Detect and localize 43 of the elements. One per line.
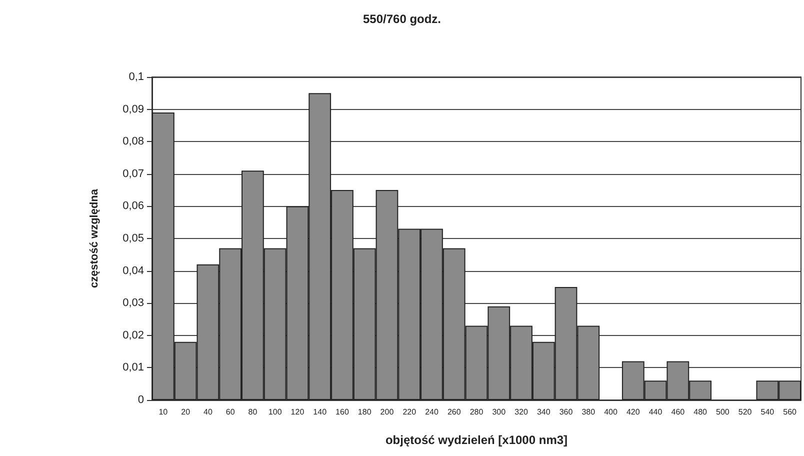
x-tick-label: 500 xyxy=(716,408,730,416)
y-tick-label: 0,09 xyxy=(122,103,144,116)
x-tick-label: 100 xyxy=(268,408,282,416)
x-tick-label: 380 xyxy=(582,408,596,416)
x-tick-label: 20 xyxy=(181,408,191,416)
y-axis-title: częstość względna xyxy=(88,188,100,288)
x-tick-label: 460 xyxy=(671,408,686,416)
x-tick-label: 400 xyxy=(604,408,618,416)
x-tick-label: 320 xyxy=(514,408,528,416)
x-tick-label: 280 xyxy=(470,408,484,416)
x-tick-label: 520 xyxy=(738,408,752,416)
x-axis-title: objętość wydzieleń [x1000 nm3] xyxy=(385,433,568,447)
y-tick-label: 0,05 xyxy=(122,232,144,244)
x-tick-label: 200 xyxy=(380,408,394,416)
x-tick-label: 260 xyxy=(447,408,462,416)
x-tick-label: 420 xyxy=(626,408,640,416)
x-tick-label: 40 xyxy=(203,408,213,416)
x-tick-label: 480 xyxy=(694,408,708,416)
x-tick-label: 80 xyxy=(248,408,258,416)
x-tick-label: 540 xyxy=(760,408,775,416)
x-tick-label: 360 xyxy=(559,408,574,416)
y-tick-label: 0,04 xyxy=(122,264,144,277)
x-tick-label: 440 xyxy=(648,408,663,416)
y-tick-label: 0,01 xyxy=(122,362,144,374)
y-tick-label: 0,07 xyxy=(122,168,144,180)
x-tick-label: 160 xyxy=(336,408,350,416)
x-tick-label: 240 xyxy=(425,408,439,416)
x-tick-label: 300 xyxy=(492,408,506,416)
y-tick-label: 0 xyxy=(138,394,144,406)
x-tick-label: 60 xyxy=(226,408,236,416)
x-tick-label: 560 xyxy=(783,408,798,416)
y-tick-label: 0,03 xyxy=(122,297,144,310)
x-tick-label: 340 xyxy=(536,408,551,416)
chart-title: 550/760 godz. xyxy=(362,12,442,26)
x-tick-label: 10 xyxy=(158,408,168,416)
y-tick-label: 0,06 xyxy=(122,200,144,212)
y-tick-label: 0,1 xyxy=(128,71,144,83)
x-tick-label: 220 xyxy=(402,408,417,416)
y-tick-label: 0,02 xyxy=(122,329,144,342)
y-tick-label: 0,08 xyxy=(122,136,144,148)
x-tick-label: 140 xyxy=(313,408,328,416)
x-tick-label: 180 xyxy=(358,408,372,416)
x-tick-label: 120 xyxy=(290,408,305,416)
